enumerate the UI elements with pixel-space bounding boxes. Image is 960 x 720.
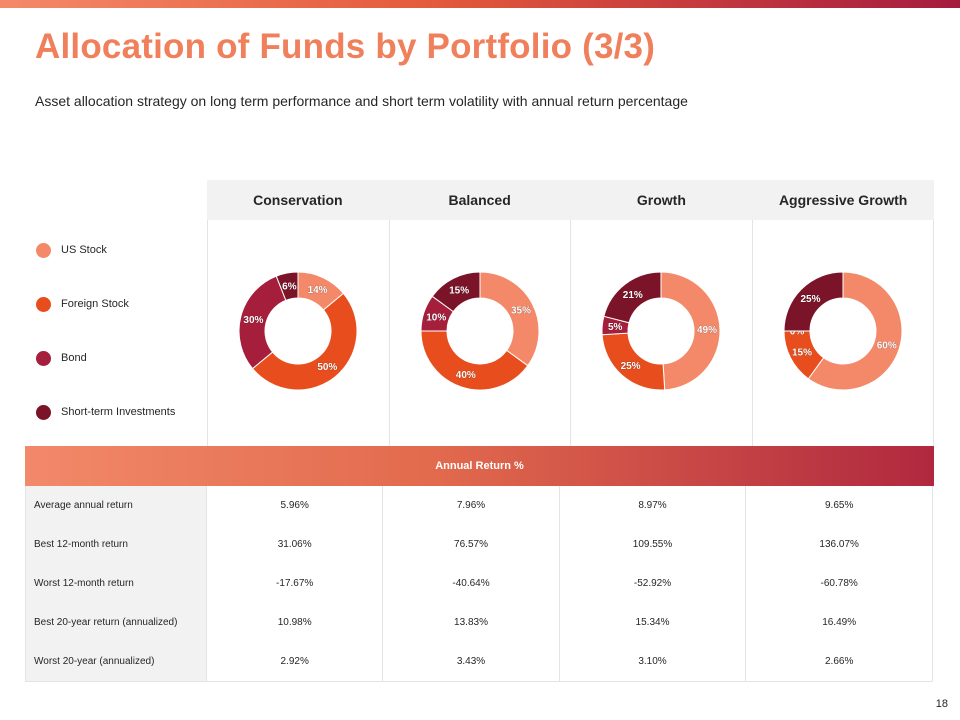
donut-slice-us-stock bbox=[660, 271, 721, 391]
donut-chart-growth: 49% 25% 5% 21% bbox=[601, 271, 721, 391]
chart-cell-conservation: 14% 50% 30% 6% bbox=[207, 220, 389, 446]
table-cell: 16.49% bbox=[745, 603, 933, 642]
table-cell: -17.67% bbox=[205, 564, 383, 603]
table-cell: -52.92% bbox=[558, 564, 746, 603]
donut-label-us-stock: 14% bbox=[308, 285, 328, 296]
donut-label-short-term: 15% bbox=[449, 286, 469, 297]
table-cell: 31.06% bbox=[205, 525, 383, 564]
legend-dot-us-stock bbox=[36, 242, 51, 258]
donut-chart-aggressive-growth: 60% 15% 0% 25% bbox=[782, 271, 902, 391]
legend-item-short-term: Short-term Investments bbox=[36, 404, 175, 420]
table-cell: 2.92% bbox=[205, 642, 383, 682]
donut-label-us-stock: 49% bbox=[697, 325, 717, 336]
table-cell: 7.96% bbox=[382, 486, 560, 525]
table-cell: 2.66% bbox=[745, 642, 933, 682]
legend-label: Foreign Stock bbox=[61, 298, 129, 310]
legend-item-bond: Bond bbox=[36, 350, 87, 366]
donut-slice-us-stock bbox=[807, 271, 902, 391]
donut-label-us-stock: 60% bbox=[876, 341, 896, 352]
legend-label: Short-term Investments bbox=[61, 406, 176, 418]
table-cell: -40.64% bbox=[382, 564, 560, 603]
row-metric-label: Worst 20-year (annualized) bbox=[25, 642, 207, 682]
header-conservation: Conservation bbox=[253, 192, 343, 208]
row-metric-label: Best 20-year return (annualized) bbox=[25, 603, 207, 642]
table-cell: 10.98% bbox=[205, 603, 383, 642]
donut-slice-short-term bbox=[275, 271, 299, 301]
table-row: Worst 20-year (annualized) 2.92% 3.43% 3… bbox=[25, 642, 933, 682]
donut-label-bond: 5% bbox=[608, 322, 623, 333]
table-cell: 9.65% bbox=[745, 486, 933, 525]
donut-slice-foreign-stock bbox=[251, 292, 358, 391]
table-cell: 3.10% bbox=[558, 642, 746, 682]
donut-slice-foreign-stock bbox=[419, 330, 528, 391]
legend-item-foreign-stock: Foreign Stock bbox=[36, 296, 129, 312]
donut-chart-balanced: 35% 40% 10% 15% bbox=[419, 271, 539, 391]
legend-item-us-stock: US Stock bbox=[36, 242, 107, 258]
table-cell: 3.43% bbox=[382, 642, 560, 682]
header-aggressive-growth: Aggressive Growth bbox=[778, 192, 908, 208]
donut-label-bond: 30% bbox=[243, 315, 263, 326]
legend-label: US Stock bbox=[61, 244, 107, 256]
portfolio-header-row: Conservation Balanced Growth Aggressive … bbox=[207, 180, 934, 220]
donut-slice-bond bbox=[238, 275, 287, 370]
annual-return-band-label: Annual Return % bbox=[435, 460, 524, 472]
table-cell: 136.07% bbox=[745, 525, 933, 564]
annual-return-band: Annual Return % bbox=[25, 446, 934, 486]
table-cell: 5.96% bbox=[205, 486, 383, 525]
table-cell: 8.97% bbox=[558, 486, 746, 525]
donut-chart-conservation: 14% 50% 30% 6% bbox=[238, 271, 358, 391]
donut-label-short-term: 6% bbox=[282, 281, 297, 292]
row-metric-label: Worst 12-month return bbox=[25, 564, 207, 603]
page-title: Allocation of Funds by Portfolio (3/3) bbox=[35, 27, 656, 66]
row-metric-label: Best 12-month return bbox=[25, 525, 207, 564]
donut-charts-area: 14% 50% 30% 6% 35% 40% 10% 15% 49% 25% 5% 21% 60%… bbox=[207, 220, 934, 446]
header-balanced: Balanced bbox=[448, 192, 511, 208]
donut-slice-short-term bbox=[603, 271, 662, 324]
legend-dot-bond bbox=[36, 350, 51, 366]
donut-label-bond: 10% bbox=[426, 312, 446, 323]
top-accent-bar bbox=[0, 0, 960, 8]
donut-label-foreign-stock: 15% bbox=[792, 347, 812, 358]
legend-dot-short-term bbox=[36, 404, 51, 420]
table-cell: 76.57% bbox=[382, 525, 560, 564]
table-row: Worst 12-month return -17.67% -40.64% -5… bbox=[25, 564, 933, 603]
page-subtitle: Asset allocation strategy on long term p… bbox=[35, 93, 688, 109]
donut-label-us-stock: 35% bbox=[510, 306, 530, 317]
row-metric-label: Average annual return bbox=[25, 486, 207, 525]
chart-cell-aggressive-growth: 60% 15% 0% 25% bbox=[751, 220, 934, 446]
table-row: Best 20-year return (annualized) 10.98% … bbox=[25, 603, 933, 642]
legend-dot-foreign-stock bbox=[36, 296, 51, 312]
table-cell: 13.83% bbox=[382, 603, 560, 642]
donut-label-short-term: 25% bbox=[800, 294, 820, 305]
donut-label-foreign-stock: 25% bbox=[621, 361, 641, 372]
donut-slice-short-term bbox=[431, 271, 480, 313]
header-growth: Growth bbox=[636, 192, 686, 208]
page-number: 18 bbox=[935, 698, 948, 710]
legend-label: Bond bbox=[61, 352, 87, 364]
chart-cell-balanced: 35% 40% 10% 15% bbox=[388, 220, 571, 446]
table-cell: -60.78% bbox=[745, 564, 933, 603]
table-cell: 109.55% bbox=[558, 525, 746, 564]
annual-return-table: Average annual return 5.96% 7.96% 8.97% … bbox=[25, 486, 933, 682]
chart-cell-growth: 49% 25% 5% 21% bbox=[570, 220, 752, 446]
table-cell: 15.34% bbox=[558, 603, 746, 642]
table-row: Best 12-month return 31.06% 76.57% 109.5… bbox=[25, 525, 933, 564]
donut-slice-short-term bbox=[782, 271, 843, 332]
donut-label-foreign-stock: 40% bbox=[455, 370, 475, 381]
donut-label-short-term: 21% bbox=[623, 290, 643, 301]
donut-label-bond: 0% bbox=[789, 327, 804, 338]
table-row: Average annual return 5.96% 7.96% 8.97% … bbox=[25, 486, 933, 525]
donut-slice-us-stock bbox=[479, 271, 539, 367]
donut-label-foreign-stock: 50% bbox=[317, 362, 337, 373]
